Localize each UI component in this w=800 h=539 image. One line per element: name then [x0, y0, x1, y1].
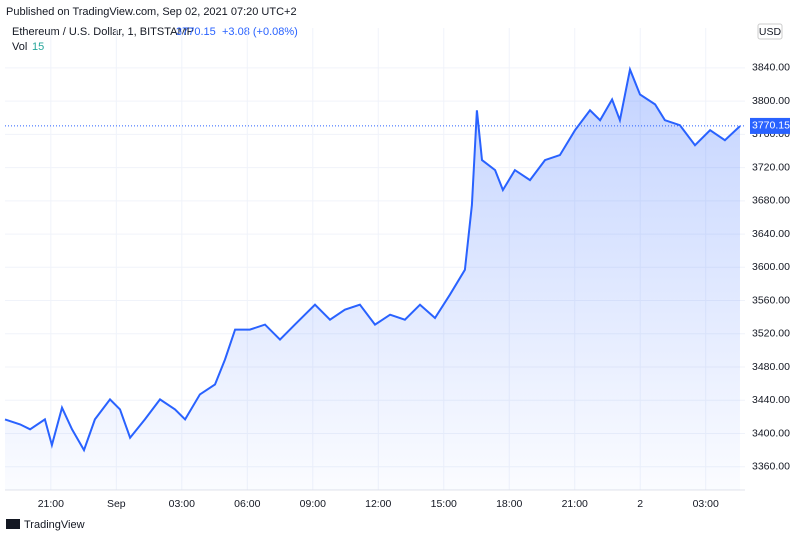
price: 3770.15: [176, 26, 216, 38]
currency[interactable]: USD: [759, 26, 782, 38]
footer: TradingView: [24, 519, 85, 531]
x-tick-label: 2: [637, 498, 643, 510]
vol-label: Vol: [12, 41, 27, 53]
x-tick-label: Sep: [107, 498, 126, 510]
x-tick-label: 03:00: [169, 498, 195, 510]
published: Published on TradingView.com, Sep 02, 20…: [6, 6, 297, 18]
price-line: [4, 66, 741, 453]
y-tick-label: 3840.00: [752, 62, 790, 74]
y-tick-label: 3560.00: [752, 294, 790, 306]
logo: [6, 519, 20, 529]
x-tick-label: 21:00: [38, 498, 64, 510]
last-price-box: [750, 117, 790, 134]
vol-value: 15: [32, 41, 44, 53]
last-price-label: 3770.15: [752, 120, 790, 132]
y-tick-label: 3640.00: [752, 228, 790, 240]
y-tick-label: 3800.00: [752, 95, 790, 107]
x-tick-label: 15:00: [431, 498, 457, 510]
y-tick-label: 3400.00: [752, 427, 790, 439]
y-tick-label: 3360.00: [752, 461, 790, 473]
x-tick-label: 21:00: [562, 498, 588, 510]
x-tick-label: 18:00: [496, 498, 522, 510]
y-tick-label: 3520.00: [752, 328, 790, 340]
change: +3.08 (+0.08%): [222, 26, 298, 38]
x-tick-label: 03:00: [693, 498, 719, 510]
y-tick-label: 3600.00: [752, 261, 790, 273]
symbol: Ethereum / U.S. Dollar, 1, BITSTAMP: [12, 26, 194, 38]
x-tick-label: 09:00: [300, 498, 326, 510]
y-tick-label: 3680.00: [752, 195, 790, 207]
x-tick-label: 12:00: [365, 498, 391, 510]
area-fill: [5, 69, 740, 490]
y-tick-label: 3440.00: [752, 394, 790, 406]
currency-badge[interactable]: [757, 23, 783, 40]
x-tick-label: 06:00: [234, 498, 260, 510]
y-tick-label: 3720.00: [752, 161, 790, 173]
y-tick-label: 3480.00: [752, 361, 790, 373]
